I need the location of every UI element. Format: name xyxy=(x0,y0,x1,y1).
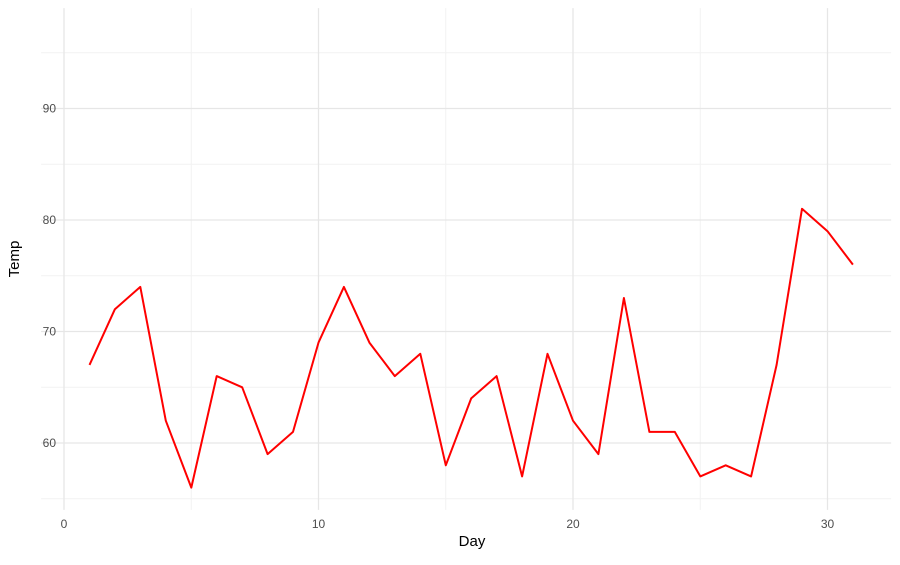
x-tick-label: 0 xyxy=(61,517,68,531)
grid xyxy=(41,8,892,510)
x-axis-label: Day xyxy=(459,533,486,550)
y-tick-label: 70 xyxy=(43,325,57,339)
y-axis-label: Temp xyxy=(6,241,23,278)
temp-line xyxy=(88,207,854,489)
y-tick-label: 80 xyxy=(43,213,57,227)
series xyxy=(88,207,854,489)
x-tick-label: 10 xyxy=(312,517,326,531)
y-tick-label: 60 xyxy=(43,436,57,450)
y-tick-label: 90 xyxy=(43,102,57,116)
tick-labels: 0 10 20 30 60 70 80 90 xyxy=(43,102,835,532)
x-tick-label: 30 xyxy=(821,517,835,531)
x-tick-label: 20 xyxy=(566,517,580,531)
